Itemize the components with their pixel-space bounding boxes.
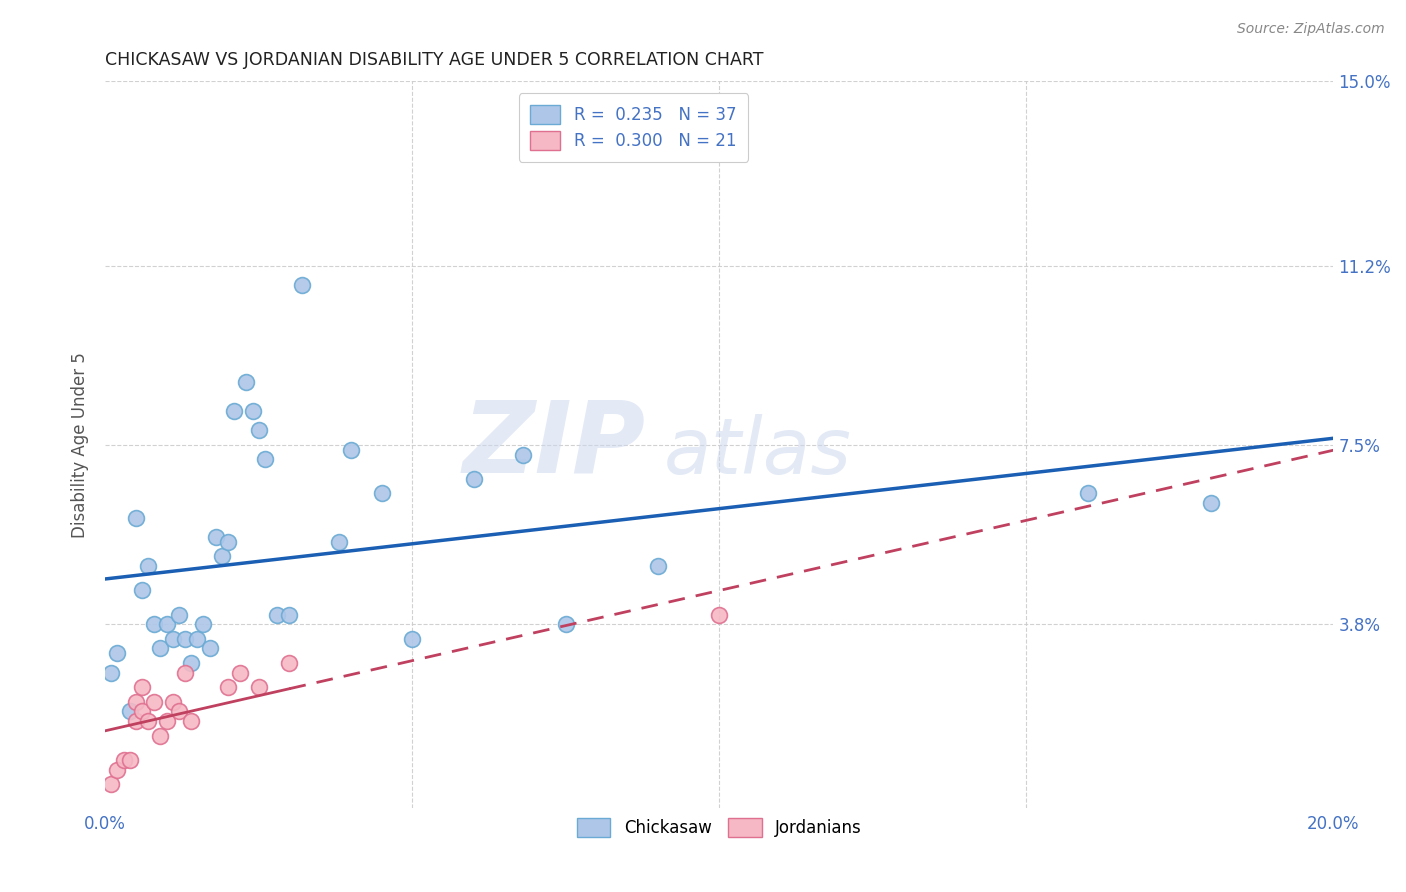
Text: ZIP: ZIP xyxy=(463,396,645,493)
Point xyxy=(217,680,239,694)
Point xyxy=(156,617,179,632)
Point xyxy=(100,665,122,680)
Point xyxy=(112,753,135,767)
Point xyxy=(180,656,202,670)
Point xyxy=(186,632,208,646)
Text: atlas: atlas xyxy=(664,414,852,491)
Point xyxy=(131,705,153,719)
Point xyxy=(401,632,423,646)
Point xyxy=(235,375,257,389)
Point xyxy=(118,705,141,719)
Point xyxy=(107,646,129,660)
Point xyxy=(131,680,153,694)
Point xyxy=(143,695,166,709)
Point xyxy=(370,486,392,500)
Point xyxy=(512,448,534,462)
Point xyxy=(167,705,190,719)
Point xyxy=(328,534,350,549)
Point xyxy=(143,617,166,632)
Point xyxy=(180,714,202,729)
Point xyxy=(156,714,179,729)
Point xyxy=(224,404,246,418)
Y-axis label: Disability Age Under 5: Disability Age Under 5 xyxy=(72,352,89,538)
Point xyxy=(198,641,221,656)
Point xyxy=(162,632,184,646)
Point xyxy=(136,714,159,729)
Point xyxy=(554,617,576,632)
Text: CHICKASAW VS JORDANIAN DISABILITY AGE UNDER 5 CORRELATION CHART: CHICKASAW VS JORDANIAN DISABILITY AGE UN… xyxy=(105,51,763,69)
Point xyxy=(131,583,153,598)
Point xyxy=(229,665,252,680)
Point xyxy=(174,665,197,680)
Point xyxy=(340,442,363,457)
Point xyxy=(193,617,215,632)
Point xyxy=(149,729,172,743)
Point xyxy=(125,510,148,524)
Point xyxy=(278,607,301,622)
Text: Source: ZipAtlas.com: Source: ZipAtlas.com xyxy=(1237,22,1385,37)
Point xyxy=(174,632,197,646)
Point xyxy=(247,423,270,437)
Point xyxy=(278,656,301,670)
Point xyxy=(162,695,184,709)
Point xyxy=(149,641,172,656)
Point xyxy=(266,607,288,622)
Point xyxy=(217,534,239,549)
Point xyxy=(463,472,485,486)
Legend: Chickasaw, Jordanians: Chickasaw, Jordanians xyxy=(571,811,869,844)
Point xyxy=(136,559,159,574)
Point xyxy=(1077,486,1099,500)
Point xyxy=(211,549,233,564)
Point xyxy=(253,452,276,467)
Point xyxy=(242,404,264,418)
Point xyxy=(1199,496,1222,510)
Point xyxy=(647,559,669,574)
Point xyxy=(247,680,270,694)
Point xyxy=(107,763,129,777)
Point xyxy=(709,607,731,622)
Point xyxy=(291,277,314,292)
Point xyxy=(167,607,190,622)
Point xyxy=(100,777,122,791)
Point xyxy=(204,530,226,544)
Point xyxy=(125,714,148,729)
Point xyxy=(125,695,148,709)
Point xyxy=(118,753,141,767)
